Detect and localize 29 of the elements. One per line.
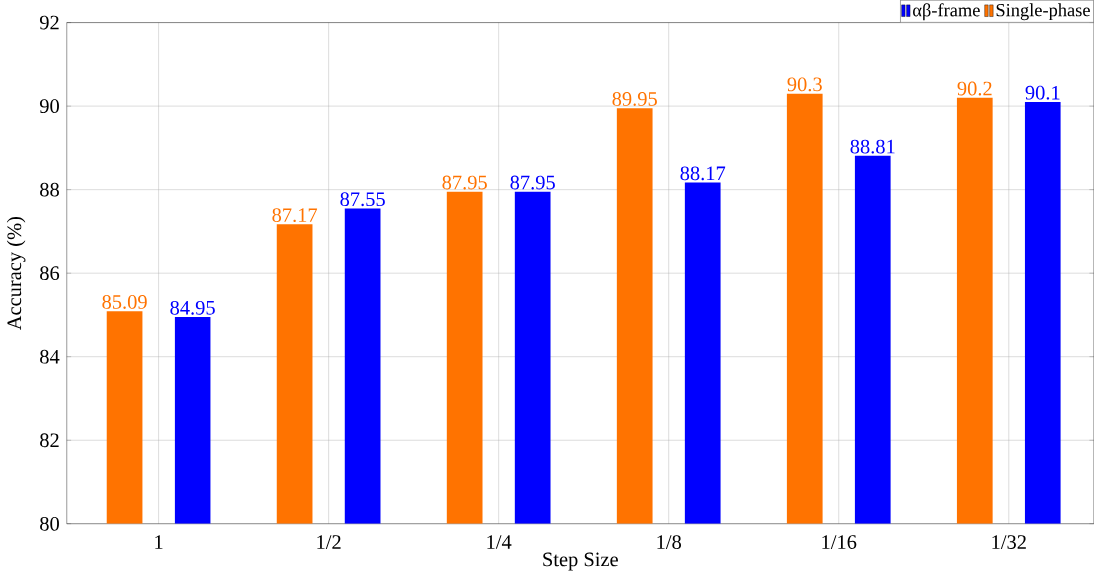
y-tick-label: 88: [40, 182, 59, 197]
data-label: 84.95: [170, 300, 215, 315]
x-tick-label: 1: [155, 535, 163, 549]
data-label: 87.55: [340, 192, 385, 207]
x-tick-label: 1/4: [487, 535, 512, 549]
data-label: 89.95: [612, 91, 657, 106]
data-label: 90.2: [957, 81, 992, 96]
y-tick-label: 86: [40, 266, 60, 280]
y-tick-label: 90: [39, 99, 59, 113]
x-tick-label: 1/2: [317, 535, 341, 549]
data-label: 85.09: [102, 294, 147, 309]
y-tick-label: 82: [40, 433, 59, 447]
data-label: 87.95: [442, 175, 487, 190]
legend-label: αβ-frame: [913, 3, 980, 21]
data-label: 90.1: [1025, 85, 1060, 100]
data-label: 88.17: [680, 166, 726, 181]
legend-label: Single-phase: [996, 3, 1090, 20]
y-tick-label: 80: [40, 516, 59, 531]
data-label: 87.17: [272, 208, 318, 222]
x-axis-title: Step Size: [543, 552, 618, 571]
x-tick-label: 1/32: [992, 535, 1026, 549]
data-label: 88.81: [850, 139, 895, 154]
y-tick-label: 92: [39, 15, 59, 30]
y-tick-label: 84: [40, 349, 60, 364]
data-label: 90.3: [787, 77, 822, 92]
data-label: 87.95: [510, 175, 555, 190]
y-axis-title: Accuracy (%): [6, 216, 26, 330]
x-tick-label: 1/16: [822, 535, 857, 549]
x-tick-label: 1/8: [657, 535, 682, 549]
